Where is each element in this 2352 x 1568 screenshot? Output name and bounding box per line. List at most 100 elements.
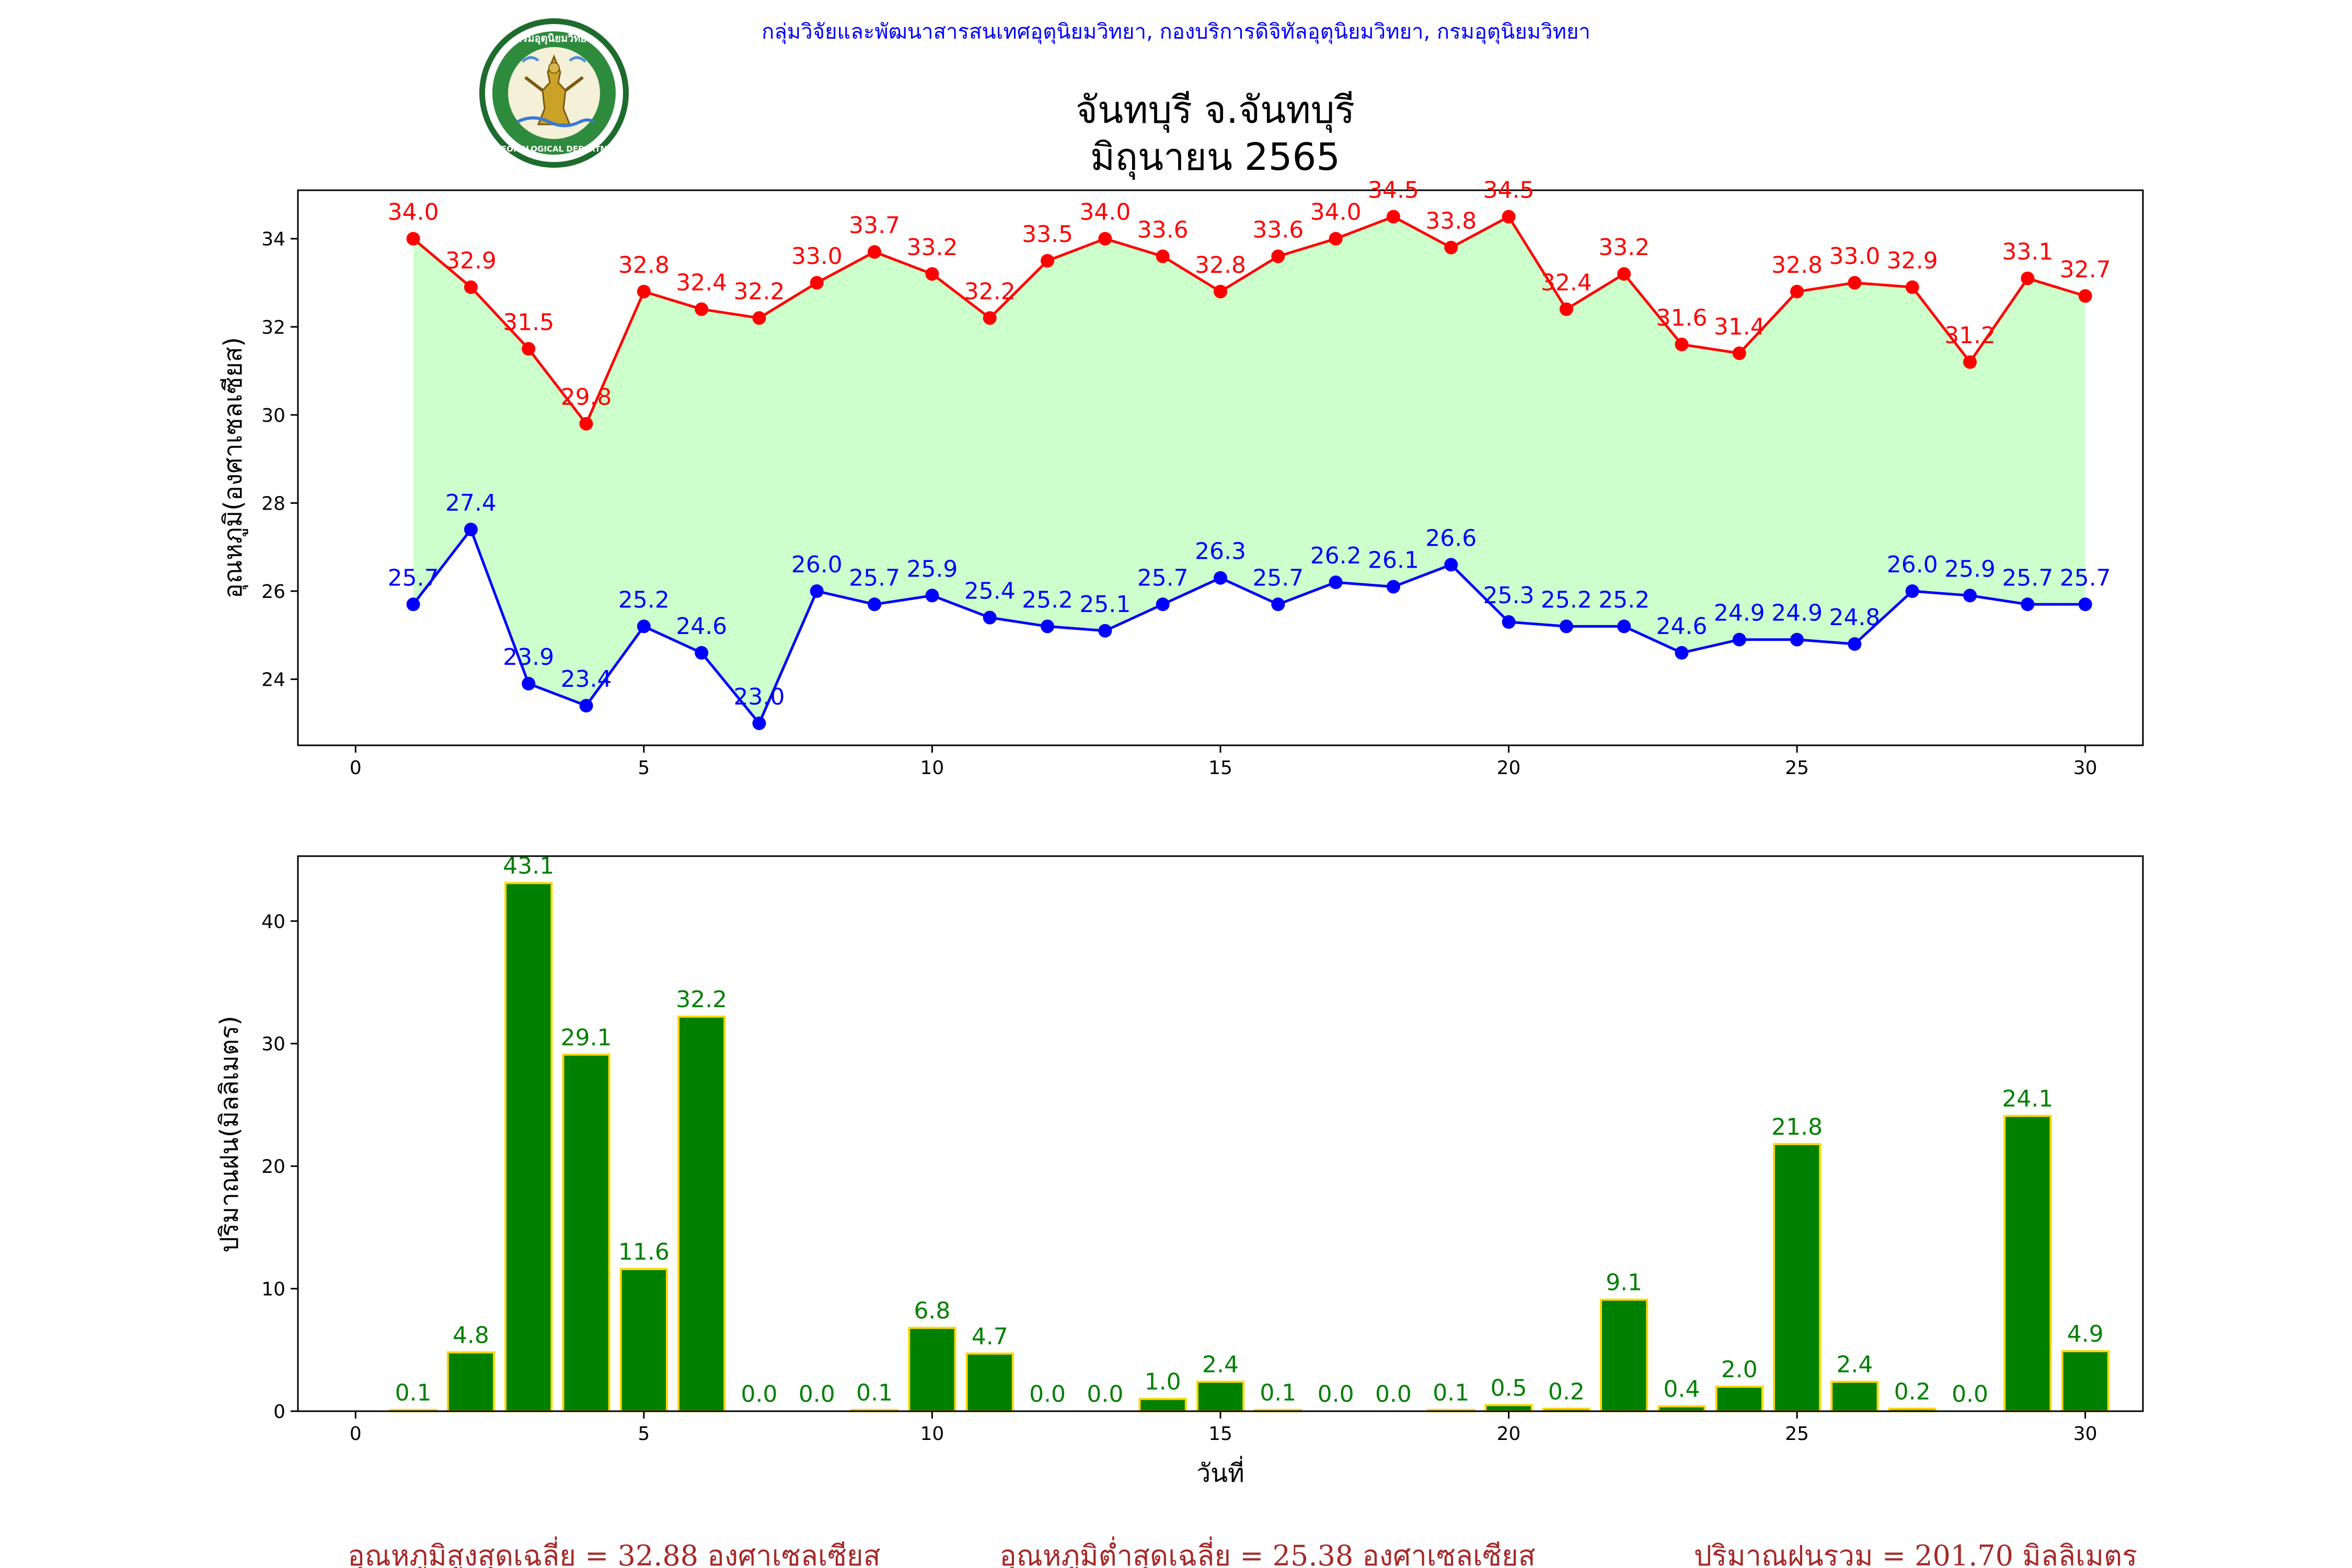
max-temp-label: 33.7: [849, 212, 900, 239]
x-tick-label: 30: [2073, 1423, 2097, 1445]
min-temp-label: 26.0: [1887, 551, 1938, 578]
max-temp-point: [1444, 240, 1458, 255]
min-temp-label: 25.7: [849, 564, 900, 591]
rain-value-label: 6.8: [914, 1298, 950, 1324]
min-temp-point: [925, 589, 939, 603]
y-tick-label: 24: [261, 670, 285, 691]
x-tick-label: 30: [2073, 757, 2097, 779]
rain-value-label: 2.4: [1202, 1352, 1239, 1378]
max-temp-point: [1329, 232, 1343, 246]
logo-text-bottom: METEOROLOGICAL DEPARTMENT: [483, 144, 626, 154]
min-temp-point: [1848, 637, 1862, 651]
meteorological-department-logo: กรมอุตุนิยมวิทยา METEOROLOGICAL DEPARTME…: [479, 18, 629, 168]
y-tick-label: 20: [261, 1156, 285, 1178]
max-temp-point: [1905, 280, 1919, 294]
y-tick-label: 28: [261, 493, 285, 514]
max-temp-point: [464, 280, 478, 294]
x-tick-label: 25: [1785, 1423, 1809, 1445]
chart-title-line1: จันทบุรี จ.จันทบุรี: [1076, 88, 1355, 133]
rain-value-label: 0.1: [395, 1380, 432, 1406]
max-temp-point: [637, 284, 651, 298]
max-temp-point: [1271, 249, 1285, 263]
min-temp-label: 26.2: [1310, 543, 1362, 569]
rain-bar: [2061, 1350, 2109, 1412]
max-temp-label: 33.2: [906, 234, 958, 261]
rain-value-label: 0.0: [1952, 1381, 1988, 1408]
y-tick-label: 40: [261, 911, 285, 932]
max-temp-point: [1156, 249, 1170, 263]
max-temp-label: 31.5: [503, 309, 554, 336]
rain-value-label: 0.0: [799, 1381, 835, 1408]
temperature-series: [406, 210, 2092, 730]
max-temp-point: [579, 417, 593, 431]
min-temp-point: [868, 597, 882, 612]
max-temp-label: 31.4: [1714, 314, 1765, 340]
max-temp-label: 31.6: [1656, 305, 1708, 331]
rain-value-label: 0.2: [1548, 1378, 1585, 1405]
min-temp-label: 24.8: [1829, 604, 1880, 631]
min-temp-label: 23.9: [503, 644, 554, 671]
min-temp-label: 25.7: [2002, 564, 2053, 591]
rain-value-label: 21.8: [1771, 1114, 1823, 1140]
max-temp-label: 34.5: [1483, 177, 1535, 204]
min-temp-label: 27.4: [445, 490, 497, 516]
chart-title-line2: มิถุนายน 2565: [1090, 135, 1340, 180]
temperature-axis-ticks: 0 5 10 15 20 25 30 24 26 28 30 32 34: [261, 229, 2097, 779]
rain-bar: [1830, 1380, 1879, 1413]
min-temp-point: [579, 699, 593, 713]
max-temp-point: [695, 302, 709, 316]
min-temp-label: 24.6: [1656, 613, 1708, 640]
x-tick-label: 15: [1208, 1423, 1232, 1445]
min-temp-label: 26.0: [791, 551, 843, 578]
max-temp-point: [1617, 267, 1631, 281]
rainfall-x-axis-label: วันที่: [1196, 1456, 1244, 1488]
rainfall-data-labels: 0.1 4.8 43.1 29.1 11.6 32.2 0.0 0.0 0.1 6.8 4.7 0.0…: [395, 853, 2104, 1408]
x-tick-label: 0: [350, 1423, 362, 1445]
rain-value-label: 2.0: [1721, 1356, 1758, 1383]
max-temp-point: [868, 245, 882, 259]
rain-value-label: 4.9: [2067, 1321, 2104, 1347]
x-tick-label: 10: [920, 1423, 944, 1445]
min-temp-line: [412, 526, 2085, 726]
max-temp-line: [412, 215, 2086, 426]
agency-header: กลุ่มวิจัยและพัฒนาสารสนเทศอุตุนิยมวิทยา,…: [762, 20, 1590, 44]
x-tick-label: 5: [638, 1423, 650, 1445]
max-temp-label: 33.6: [1137, 216, 1189, 243]
y-tick-label: 32: [261, 317, 285, 338]
min-temp-label: 25.7: [2060, 564, 2111, 591]
max-temp-label: 32.4: [1541, 270, 1592, 296]
temperature-fill-area: [413, 216, 2085, 723]
max-temp-label: 34.5: [1368, 177, 1419, 204]
max-temp-point: [1098, 232, 1112, 246]
max-temp-point: [1963, 355, 1977, 369]
rain-value-label: 0.0: [741, 1381, 778, 1408]
min-temp-label: 25.2: [1022, 586, 1073, 613]
temperature-data-labels: 34.032.931.529.832.832.4 32.233.033.733.2…: [388, 177, 2111, 710]
rain-bar: [1600, 1298, 1648, 1413]
x-tick-label: 25: [1785, 757, 1809, 779]
rain-value-label: 0.1: [1433, 1380, 1469, 1406]
min-temp-point: [637, 619, 651, 633]
min-temp-label: 25.2: [1541, 586, 1592, 613]
max-temp-point: [1559, 302, 1573, 316]
rain-value-label: 0.0: [1087, 1381, 1123, 1408]
min-temp-point: [1041, 619, 1055, 633]
min-temp-label: 25.3: [1483, 582, 1535, 609]
max-temp-label: 33.2: [1598, 234, 1650, 261]
max-temp-label: 32.7: [2060, 256, 2111, 283]
max-temp-point: [406, 232, 420, 246]
rain-value-label: 4.7: [972, 1323, 1008, 1350]
max-temp-label: 32.9: [1887, 247, 1938, 274]
rain-bar: [2003, 1115, 2052, 1412]
max-temp-label: 33.6: [1252, 216, 1304, 243]
min-temp-label: 25.9: [906, 556, 958, 582]
min-temp-point: [695, 646, 709, 660]
rainfall-chart: 0 5 10 15 20 25 30 0 10 20 30 40 0.1 4.8 43.1 29.1 11.6…: [215, 853, 2144, 1488]
min-temp-point: [1156, 597, 1170, 612]
max-temp-label: 33.8: [1425, 208, 1477, 235]
max-temp-label: 32.8: [1771, 252, 1823, 279]
y-tick-label: 26: [261, 581, 285, 603]
x-tick-label: 20: [1497, 757, 1521, 779]
max-temp-label: 31.2: [1944, 322, 1996, 349]
